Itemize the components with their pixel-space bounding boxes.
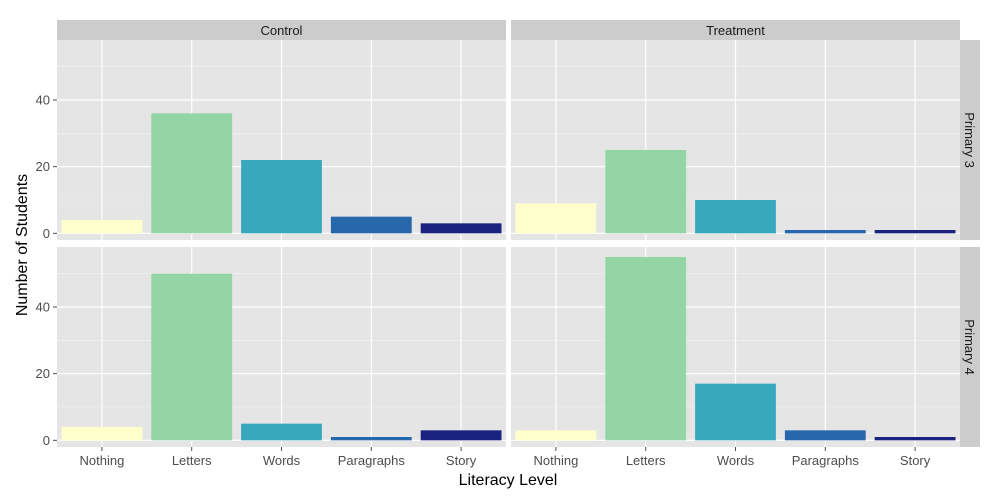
y-axis-title: Number of Students [14, 174, 31, 316]
y-tick-label: 40 [36, 93, 50, 108]
bar-letters [605, 257, 687, 441]
bar-nothing [515, 203, 597, 234]
bar-paragraphs [784, 430, 866, 441]
x-tick-label: Nothing [533, 453, 578, 468]
bar-story [874, 230, 956, 234]
x-tick-label: Words [263, 453, 301, 468]
x-axis-title: Literacy Level [459, 472, 558, 489]
bar-story [420, 430, 502, 441]
bar-paragraphs [784, 230, 866, 234]
row-strip [960, 40, 980, 240]
bar-letters [605, 150, 687, 234]
y-tick-label: 0 [43, 226, 50, 241]
bar-words [695, 200, 776, 234]
bar-letters [151, 273, 233, 441]
bar-words [241, 160, 322, 234]
column-strip-label: Treatment [706, 23, 765, 38]
bar-story [874, 437, 956, 441]
bar-nothing [61, 427, 143, 441]
bar-words [241, 423, 322, 441]
y-tick-label: 0 [43, 433, 50, 448]
y-tick-label: 20 [36, 366, 50, 381]
x-tick-label: Story [446, 453, 477, 468]
y-tick-label: 40 [36, 300, 50, 315]
row-strip-label: Primary 4 [962, 319, 977, 375]
x-tick-label: Nothing [79, 453, 124, 468]
column-strip [57, 20, 506, 40]
x-tick-label: Paragraphs [338, 453, 406, 468]
x-tick-label: Paragraphs [792, 453, 860, 468]
column-strip-label: Control [261, 23, 303, 38]
bar-letters [151, 113, 233, 234]
bar-story [420, 223, 502, 234]
x-tick-label: Story [900, 453, 931, 468]
bar-nothing [61, 220, 143, 234]
column-strip [511, 20, 960, 40]
x-tick-label: Letters [626, 453, 666, 468]
bar-paragraphs [330, 216, 412, 234]
bar-paragraphs [330, 437, 412, 441]
x-tick-label: Letters [172, 453, 212, 468]
x-tick-label: Words [717, 453, 755, 468]
bar-nothing [515, 430, 597, 441]
row-strip-label: Primary 3 [962, 112, 977, 168]
row-strip [960, 247, 980, 447]
bar-words [695, 383, 776, 441]
y-tick-label: 20 [36, 159, 50, 174]
